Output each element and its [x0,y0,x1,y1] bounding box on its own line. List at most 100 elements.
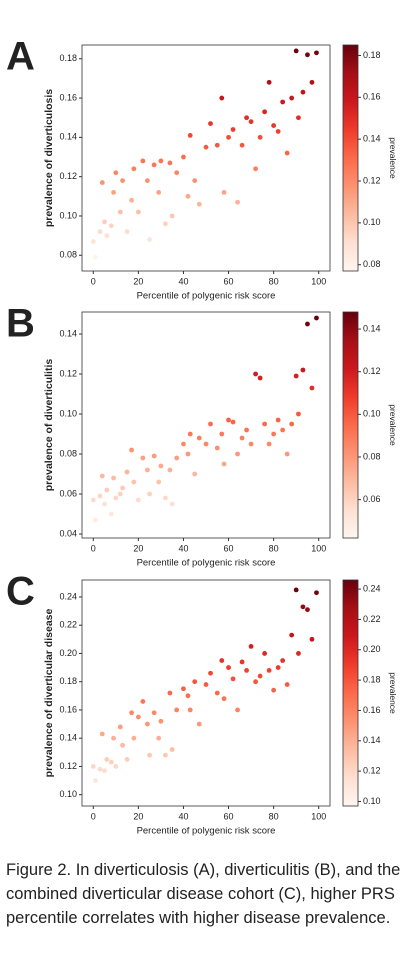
x-tick-label: 60 [224,543,234,553]
scatter-point [90,239,96,244]
scatter-point [196,721,202,727]
y-tick-label: 0.12 [59,761,77,771]
scatter-point [309,385,315,391]
scatter-point [185,193,191,199]
scatter-point [221,461,227,467]
scatter-point [262,651,268,656]
scatter-point [230,676,236,682]
scatter-point [226,665,231,670]
scatter-point [135,714,141,720]
scatter-point [296,115,301,121]
x-tick-label: 0 [91,276,96,286]
scatter-point [140,699,146,704]
scatter-point [309,636,315,642]
scatter-point [174,455,180,461]
scatter-point [167,160,173,166]
scatter-point [147,752,153,758]
scatter-point [169,213,175,219]
colorbar-tick-label: 0.22 [363,614,381,624]
x-tick-label: 20 [133,276,143,286]
scatter-point [167,467,173,473]
colorbar-tick-label: 0.10 [363,409,381,419]
scatter-point [271,687,277,693]
colorbar-tick-label: 0.18 [363,674,381,684]
colorbar-tick-label: 0.16 [363,705,381,715]
scatter-point [163,221,168,227]
scatter-point [214,142,220,148]
x-tick-label: 40 [178,276,188,286]
scatter-point [181,154,186,160]
y-tick-label: 0.10 [59,210,77,220]
scatter-point [104,487,110,493]
y-tick-label: 0.22 [59,620,77,630]
scatter-point [284,150,290,156]
panel-label: B [6,302,35,346]
x-tick-label: 80 [269,276,279,286]
scatter-point [271,431,277,437]
colorbar-tick-label: 0.12 [363,175,381,185]
scatter-point [203,682,209,687]
scatter-point [111,735,116,741]
y-tick-label: 0.08 [59,250,77,260]
scatter-point [293,587,299,593]
colorbar-label: prevalence [388,404,398,446]
y-tick-label: 0.06 [59,488,77,498]
x-tick-label: 100 [311,276,326,286]
scatter-point [314,50,319,56]
scatter-point [135,209,141,215]
x-tick-label: 40 [178,543,188,553]
scatter-point [187,133,193,138]
scatter-point [253,679,258,685]
scatter-point [248,643,254,649]
scatter-point [219,431,225,437]
scatter-point [174,707,180,713]
scatter-point [97,493,103,499]
scatter-point [135,497,141,503]
scatter-point [99,473,105,479]
scatter-point [104,756,110,762]
scatter-point [120,485,125,491]
scatter-point [93,254,98,260]
colorbar-label: prevalence [388,137,398,179]
y-tick-label: 0.18 [59,676,77,686]
scatter-point [219,658,225,663]
scatter-point [113,495,119,501]
scatter-point [293,373,299,379]
scatter-point [262,109,268,115]
scatter-point [221,189,227,195]
scatter-point [230,419,236,425]
scatter-point [131,735,137,741]
x-tick-label: 60 [224,276,234,286]
y-tick-label: 0.16 [59,704,77,714]
scatter-point [253,166,258,172]
x-tick-label: 20 [133,811,143,821]
scatter-point [151,710,157,716]
scatter-point [300,367,306,373]
scatter-point [314,590,319,596]
scatter-point [257,134,263,140]
scatter-point [117,724,123,730]
colorbar-tick-label: 0.06 [363,494,381,504]
figure: A 0 20 40 60 80 100 0.08 0.10 0.12 0.14 0.16 0.18 Per… [6,35,398,837]
scatter-point [151,162,157,168]
x-tick-label: 100 [311,543,326,553]
scatter-point [226,134,231,140]
y-axis-label: prevalence of diverticulosis [43,89,55,227]
colorbar-tick-label: 0.08 [363,451,381,461]
scatter-point [305,607,310,613]
scatter-point [235,451,240,457]
scatter-point [117,491,123,497]
y-tick-label: 0.10 [59,408,77,418]
scatter-point [104,233,110,239]
colorbar [342,579,359,807]
scatter-point [275,665,281,670]
x-tick-label: 60 [224,811,234,821]
scatter-point [131,166,137,172]
scatter-point [248,119,254,125]
scatter-point [169,501,175,507]
scatter-point [90,497,96,503]
scatter-point [296,651,301,656]
scatter-point [266,441,272,447]
scatter-point [239,435,245,441]
